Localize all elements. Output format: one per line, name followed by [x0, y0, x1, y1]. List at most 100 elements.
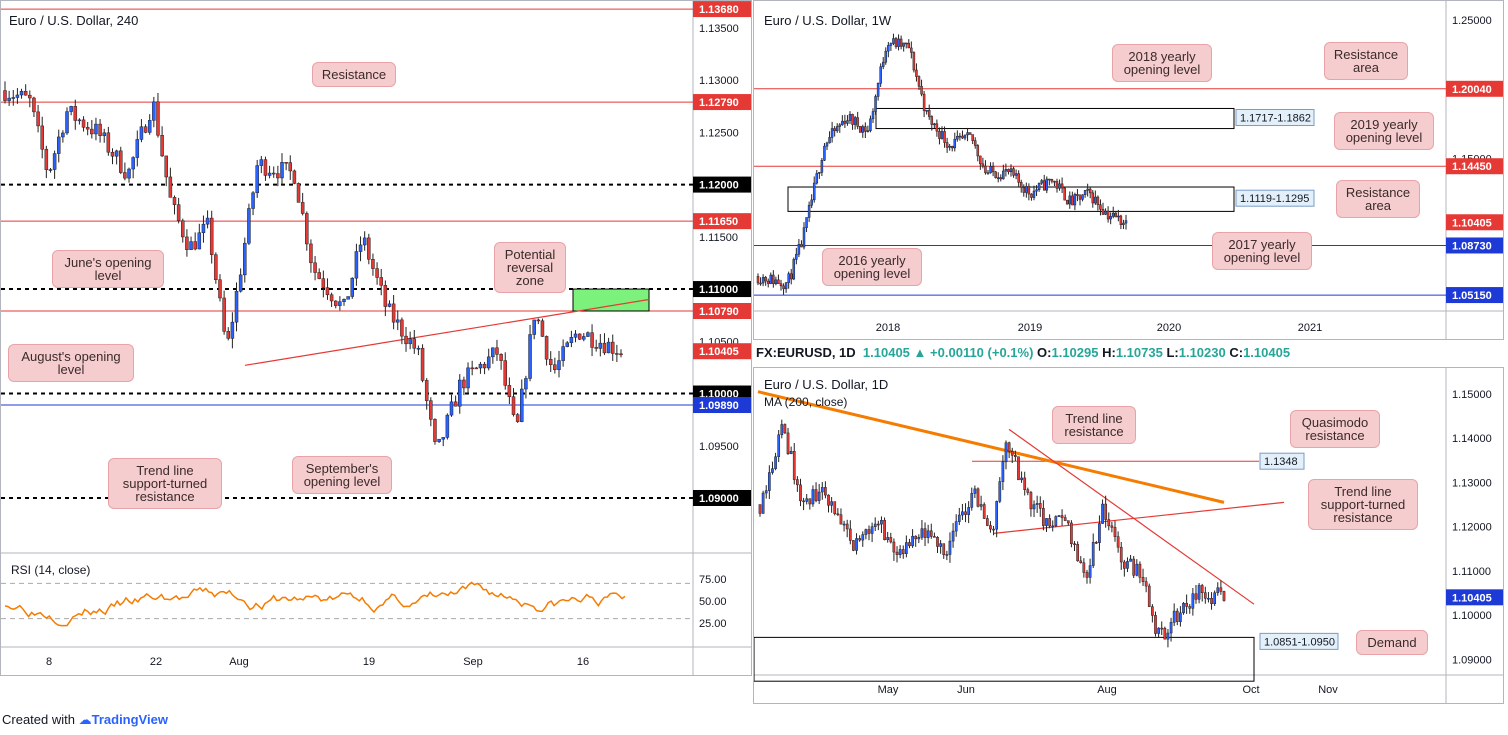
candle-body [992, 528, 995, 531]
candle-body [491, 347, 495, 358]
candle-body [205, 217, 210, 225]
candle-body [1124, 220, 1128, 224]
candle-body [912, 52, 916, 71]
candle-body [48, 169, 53, 171]
candle-body [1106, 210, 1110, 220]
x-tick-label: 8 [46, 656, 52, 668]
candle-body [961, 511, 964, 516]
candle-body [858, 126, 862, 133]
y-tick-label: 1.12000 [1452, 522, 1492, 534]
note-2016-yearly: 2016 yearly opening level [822, 248, 922, 286]
candle-body [333, 300, 338, 306]
candle-body [524, 378, 528, 390]
close-value: 1.10405 [1243, 345, 1291, 360]
candle-body [1086, 188, 1089, 191]
candle-body [73, 106, 78, 121]
candle-body [102, 132, 106, 136]
candle-body [342, 298, 346, 302]
candle-body [792, 259, 796, 280]
rsi-title: RSI (14, close) [11, 563, 91, 577]
price-label-bg [1446, 237, 1503, 254]
candle-body [1082, 562, 1086, 573]
candle-body [780, 424, 784, 436]
candle-body [1048, 178, 1051, 181]
candle-body [824, 487, 827, 496]
candle-body [226, 331, 230, 339]
candle-body [1147, 585, 1151, 607]
candle-body [881, 61, 885, 67]
candle-body [32, 97, 36, 113]
candle-body [999, 177, 1003, 180]
candle-body [845, 523, 849, 530]
candle-body [907, 42, 911, 49]
candle-body [536, 319, 541, 322]
candle-body [449, 401, 454, 416]
candle-body [1009, 168, 1013, 172]
candle-body [11, 97, 16, 99]
candle-body [1076, 544, 1079, 562]
weekly-chart-canvas[interactable]: 1.1717-1.18621.1119-1.12951.250001.15000… [754, 1, 1504, 340]
candle-body [915, 69, 918, 77]
candle-body [1117, 215, 1120, 218]
candle-body [897, 38, 900, 47]
candle-body [967, 507, 970, 515]
candle-body [65, 111, 69, 134]
high-label: H: [1102, 345, 1116, 360]
ma-legend: MA (200, close) [764, 395, 848, 409]
candle-body [808, 498, 812, 505]
candle-body [495, 347, 499, 355]
price-label-bg [1446, 158, 1503, 175]
candle-body [843, 120, 847, 124]
zone-label: 1.0851-1.0950 [1264, 636, 1335, 648]
candle-body [828, 137, 831, 144]
candle-body [869, 118, 872, 131]
chart-panel-h4[interactable]: 1.13500 1.13000 1.12500 1.12000 1.11500 1.110… [0, 0, 752, 676]
candle-body [1157, 627, 1160, 634]
candle-body [982, 504, 986, 519]
price-label: 1.20040 [1452, 84, 1492, 96]
candle-body [230, 321, 235, 339]
candle-body [970, 493, 974, 508]
candle-body [189, 241, 193, 250]
open-value: 1.10295 [1051, 345, 1099, 360]
candle-body [886, 537, 890, 541]
x-tick-label: Nov [1318, 684, 1338, 696]
note-trend-support-2: Trend line support-turned resistance [1308, 479, 1418, 530]
candle-body [986, 172, 990, 175]
candle-body [833, 501, 837, 515]
candle-body [259, 159, 264, 166]
candle-body [874, 96, 877, 112]
candle-body [892, 541, 896, 553]
daily-chart-canvas[interactable]: 1.1348 1.0851-1.0950 1.15000 1.14000 1.13000… [754, 368, 1504, 704]
candle-body [271, 172, 276, 175]
candle-body [797, 244, 801, 255]
candle-body [1032, 190, 1036, 198]
candle-body [902, 42, 905, 47]
h4-chart-canvas[interactable]: 1.13500 1.13000 1.12500 1.12000 1.11500 1.110… [1, 1, 752, 676]
candle-body [1219, 587, 1223, 592]
candle-body [1110, 525, 1114, 528]
candle-body [1116, 536, 1120, 548]
y-tick-label: 1.13000 [699, 75, 739, 87]
candle-body [507, 385, 512, 397]
note-2018-yearly: 2018 yearly opening level [1112, 44, 1212, 82]
price-label-bg [693, 213, 751, 230]
candle-body [338, 301, 342, 306]
candle-body [1151, 606, 1154, 616]
price-label: 1.11650 [699, 216, 738, 228]
candle-body [52, 153, 57, 170]
candle-body [772, 274, 775, 284]
footer-brand[interactable]: TradingView [91, 712, 168, 727]
candle-body [940, 131, 944, 139]
candle-body [131, 157, 135, 170]
candle-body [172, 197, 177, 205]
candle-body [1111, 212, 1115, 217]
candle-body [926, 530, 930, 538]
candle-body [466, 367, 470, 389]
candle-body [1185, 602, 1188, 607]
candle-body [1172, 610, 1176, 623]
candle-body [209, 217, 214, 255]
candle-body [354, 251, 359, 279]
candle-body [1107, 519, 1111, 527]
candle-body [864, 126, 867, 132]
